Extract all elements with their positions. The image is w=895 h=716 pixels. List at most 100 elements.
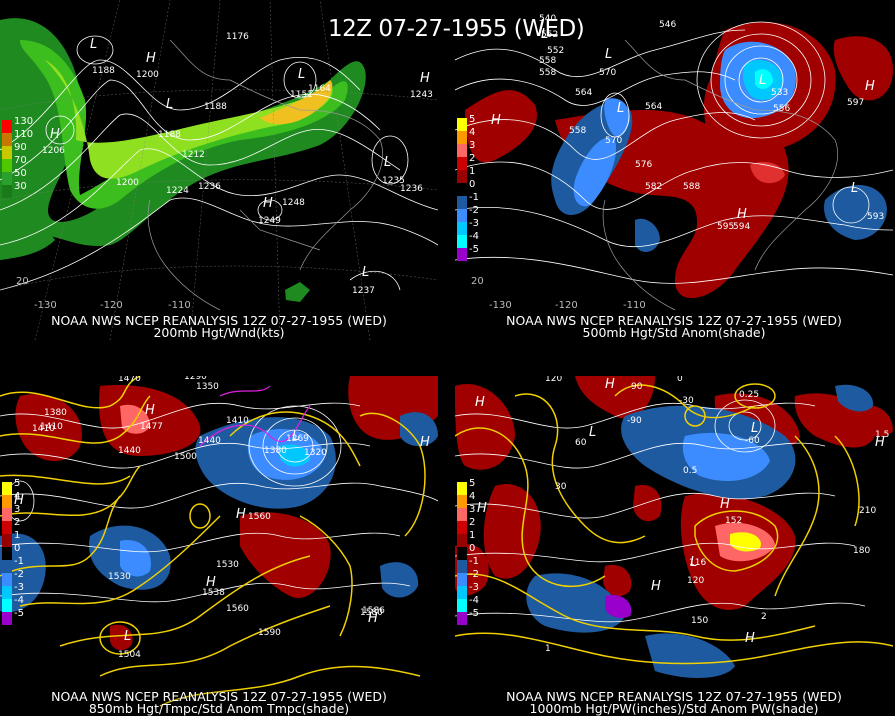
height-contours bbox=[0, 35, 438, 291]
contour-label: -30 bbox=[679, 396, 694, 406]
contour-label: 595 bbox=[717, 222, 735, 232]
high-center-letter: H bbox=[477, 501, 487, 516]
high-center-letter: H bbox=[745, 631, 755, 646]
contour-label: 210 bbox=[859, 506, 877, 516]
contour-label: 116 bbox=[689, 558, 707, 568]
contour-label: 597 bbox=[847, 98, 865, 108]
contour-label: 0.5 bbox=[683, 466, 698, 476]
legend-label: 90 bbox=[14, 142, 27, 153]
legend-label: -1 bbox=[14, 556, 24, 567]
contour-label: 1200 bbox=[136, 70, 159, 80]
axis-tick-label: -120 bbox=[100, 300, 123, 311]
legend-swatch: 1 bbox=[457, 166, 475, 183]
anomaly-legend: 5 4 3 2 1 0 -1 -2 -3 -4 -5 bbox=[457, 114, 479, 261]
high-center-letter: H bbox=[491, 113, 501, 128]
axis-tick-label: 20 bbox=[16, 276, 29, 287]
contour-label: 1380 bbox=[264, 446, 287, 456]
contour-label: 1248 bbox=[282, 198, 305, 208]
lat-lon-grid bbox=[0, 0, 438, 340]
low-center-letter: L bbox=[851, 181, 858, 196]
legend-swatch: -3 bbox=[2, 582, 24, 599]
contour-label: 120 bbox=[687, 576, 705, 586]
legend-label: 110 bbox=[14, 129, 34, 140]
legend-swatch: -4 bbox=[457, 595, 479, 612]
legend-label: 4 bbox=[14, 491, 21, 502]
legend-swatch: 70 bbox=[2, 155, 27, 172]
panel-500mb: L L L L H H H L 540 546 552 558 564 552 558 570… bbox=[455, 0, 893, 340]
contour-label: 1530 bbox=[216, 560, 239, 570]
legend-label: 1 bbox=[14, 530, 21, 541]
legend-swatch: 3 bbox=[2, 504, 20, 521]
legend-swatch: 1 bbox=[2, 530, 20, 547]
high-center-letter: H bbox=[368, 611, 378, 626]
map-850mb: H H L H H H H L bbox=[0, 376, 438, 707]
legend-label: 50 bbox=[14, 168, 27, 179]
contour-label: 1538 bbox=[202, 588, 225, 598]
map-500mb: L L L L H H H L bbox=[455, 21, 893, 311]
contour-label: 1586 bbox=[362, 606, 385, 616]
panel-1000mb: H H L L H H H L H H 120 90 60 30 0 -30 -60 -90 1… bbox=[455, 376, 893, 716]
legend-label: 0 bbox=[469, 543, 476, 554]
legend-swatch: 0 bbox=[457, 543, 475, 560]
high-center-letter: H bbox=[420, 435, 430, 450]
map-1000mb: H H L L H H H L H H bbox=[455, 376, 893, 678]
contour-label: -90 bbox=[627, 416, 642, 426]
legend-swatch: 110 bbox=[2, 129, 33, 146]
high-center-letter: H bbox=[865, 79, 875, 94]
low-center-letter: L bbox=[384, 155, 391, 170]
contour-label: 60 bbox=[575, 438, 587, 448]
height-contours bbox=[455, 21, 893, 284]
legend-swatch: 5 bbox=[2, 478, 20, 495]
coastlines bbox=[147, 39, 383, 311]
legend-label: 5 bbox=[469, 114, 476, 125]
contour-label: 180 bbox=[853, 546, 871, 556]
legend-swatch: 30 bbox=[2, 181, 27, 198]
high-center-letter: H bbox=[263, 196, 273, 211]
legend-swatch: -5 bbox=[2, 608, 24, 625]
legend-label: 130 bbox=[14, 116, 34, 127]
legend-swatch: -2 bbox=[457, 205, 479, 222]
legend-label: -3 bbox=[14, 582, 24, 593]
valid-time-header: 12Z 07-27-1955 (WED) bbox=[328, 16, 585, 42]
legend-swatch: -2 bbox=[457, 569, 479, 586]
contour-label: 552 bbox=[541, 30, 559, 40]
panel-200mb: L H L H L H L H L 1188 1200 1176 1188 1188 12… bbox=[0, 0, 438, 340]
legend-label: -2 bbox=[469, 569, 479, 580]
legend-label: -5 bbox=[469, 608, 479, 619]
contour-label: 1224 bbox=[166, 186, 189, 196]
map-200mb: L H L H L H L H L bbox=[0, 0, 438, 340]
legend-label: 1 bbox=[469, 530, 476, 541]
contour-label: 558 bbox=[539, 68, 557, 78]
contour-label: 1.5 bbox=[875, 430, 890, 440]
legend-swatch: 3 bbox=[457, 140, 475, 157]
legend-label: 0 bbox=[14, 543, 21, 554]
contour-label: 558 bbox=[569, 126, 587, 136]
high-center-letter: H bbox=[50, 127, 60, 142]
panel-subtitle: 200mb Hgt/Wnd(kts) bbox=[153, 325, 285, 340]
panel-subtitle: 500mb Hgt/Std Anom(shade) bbox=[582, 325, 766, 340]
contour-label: 1 bbox=[545, 644, 551, 654]
legend-label: -1 bbox=[469, 192, 479, 203]
jet-max bbox=[260, 80, 333, 125]
legend-swatch: 5 bbox=[457, 114, 475, 131]
legend-label: -1 bbox=[469, 556, 479, 567]
contour-label: 1290 bbox=[184, 376, 207, 382]
low-center-letter: L bbox=[589, 425, 596, 440]
contour-label: 0.25 bbox=[739, 390, 760, 400]
legend-swatch: -5 bbox=[457, 244, 479, 261]
height-contours bbox=[455, 399, 866, 623]
contour-label: 1560 bbox=[248, 512, 271, 522]
low-center-letter: L bbox=[541, 27, 548, 42]
legend-label: 5 bbox=[469, 478, 476, 489]
high-center-letter: H bbox=[605, 377, 615, 392]
high-center-letter: H bbox=[236, 507, 246, 522]
contour-label: 588 bbox=[683, 182, 701, 192]
high-center-letter: H bbox=[145, 403, 155, 418]
legend-label: -4 bbox=[14, 595, 24, 606]
legend-label: 3 bbox=[469, 504, 476, 515]
legend-label: -2 bbox=[14, 569, 24, 580]
high-center-letter: H bbox=[146, 51, 156, 66]
high-center-letter: H bbox=[875, 435, 885, 450]
high-center-letter: H bbox=[206, 575, 216, 590]
contour-label: 570 bbox=[599, 68, 617, 78]
